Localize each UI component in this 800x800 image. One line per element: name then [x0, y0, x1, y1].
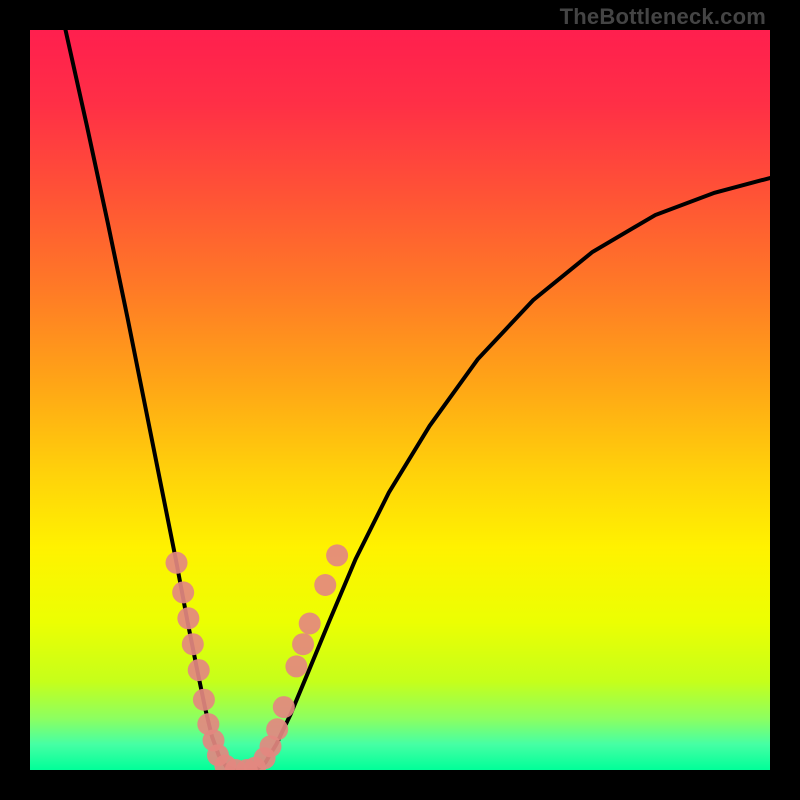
- plot-area: [30, 30, 770, 770]
- marker-point: [188, 659, 210, 681]
- marker-point: [292, 633, 314, 655]
- chart-canvas: TheBottleneck.com: [0, 0, 800, 800]
- marker-point: [266, 718, 288, 740]
- curve-path: [66, 30, 770, 770]
- marker-point: [172, 581, 194, 603]
- marker-point: [177, 607, 199, 629]
- marker-point: [314, 574, 336, 596]
- marker-point: [326, 544, 348, 566]
- marker-point: [166, 552, 188, 574]
- bottleneck-curve: [30, 30, 770, 770]
- watermark-text: TheBottleneck.com: [560, 4, 766, 30]
- marker-point: [182, 633, 204, 655]
- marker-point: [273, 696, 295, 718]
- marker-point: [299, 612, 321, 634]
- marker-point: [285, 655, 307, 677]
- marker-point: [193, 689, 215, 711]
